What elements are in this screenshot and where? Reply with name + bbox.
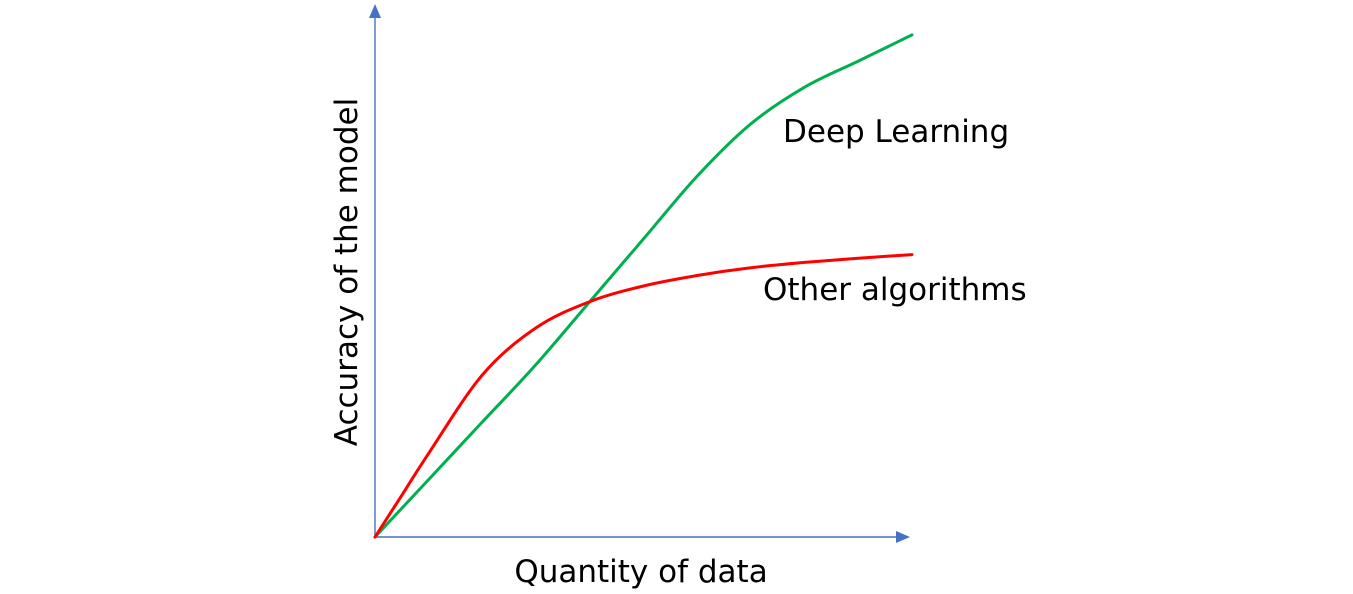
chart-axes	[369, 4, 910, 543]
series-line-deep-learning	[373, 33, 914, 539]
series-line-other-algorithms	[373, 253, 914, 539]
x-axis-label: Quantity of data	[514, 554, 767, 590]
series-layer	[373, 33, 914, 539]
series-label-other-algorithms: Other algorithms	[763, 272, 1027, 308]
y-axis-label: Accuracy of the model	[329, 98, 365, 446]
series-label-deep-learning: Deep Learning	[783, 114, 1009, 150]
y-axis-arrowhead	[369, 4, 381, 18]
x-axis-arrowhead	[896, 531, 910, 543]
